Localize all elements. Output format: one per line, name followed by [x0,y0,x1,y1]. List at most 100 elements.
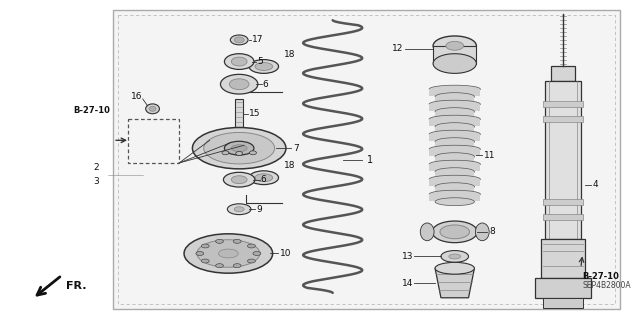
Ellipse shape [149,106,156,111]
Ellipse shape [441,250,468,262]
Text: 10: 10 [280,249,291,258]
Bar [435,127,474,133]
Ellipse shape [248,259,255,263]
Bar [543,298,582,308]
Ellipse shape [435,123,474,130]
Text: 18: 18 [284,161,295,170]
Ellipse shape [223,172,255,187]
Ellipse shape [446,41,463,50]
Ellipse shape [231,57,247,66]
Text: B-27-10: B-27-10 [582,272,620,281]
Ellipse shape [233,264,241,268]
Ellipse shape [220,74,258,94]
Ellipse shape [429,175,481,183]
Ellipse shape [248,244,255,248]
Ellipse shape [435,153,474,160]
Ellipse shape [230,35,248,45]
Text: FR.: FR. [66,281,86,291]
Bar [551,66,575,81]
Ellipse shape [197,240,260,267]
Ellipse shape [435,198,474,206]
Ellipse shape [233,239,241,243]
Ellipse shape [234,37,244,43]
Ellipse shape [202,244,209,248]
Text: 7: 7 [293,144,299,153]
Ellipse shape [449,254,461,259]
Text: 13: 13 [402,252,413,261]
Ellipse shape [429,130,481,138]
Ellipse shape [249,171,278,185]
Text: 3: 3 [93,177,99,186]
Ellipse shape [196,251,204,256]
Ellipse shape [216,264,223,268]
Ellipse shape [435,168,474,176]
Ellipse shape [204,132,275,164]
Bar [429,104,481,110]
Text: 4: 4 [593,180,598,189]
Ellipse shape [476,223,489,241]
Ellipse shape [249,60,278,73]
Text: 16: 16 [131,93,143,101]
Ellipse shape [202,259,209,263]
Bar [429,194,481,201]
Bar [545,81,580,239]
Ellipse shape [231,145,247,152]
Text: 6: 6 [261,175,267,184]
Bar [435,97,474,103]
Ellipse shape [234,207,244,212]
Bar [541,239,585,278]
Bar [118,15,615,304]
Ellipse shape [222,151,229,155]
Ellipse shape [255,174,273,182]
Ellipse shape [184,234,273,273]
Ellipse shape [218,249,238,258]
Ellipse shape [253,251,261,256]
Bar [236,99,243,129]
Ellipse shape [225,141,254,155]
Text: 2: 2 [93,163,99,172]
Bar [429,119,481,125]
Ellipse shape [236,152,243,155]
Ellipse shape [435,262,474,274]
Ellipse shape [255,63,273,70]
Bar [543,116,582,122]
Ellipse shape [231,176,247,184]
Bar [543,199,582,205]
Ellipse shape [216,239,223,243]
Text: SEP4B2800A: SEP4B2800A [582,281,631,291]
Text: 8: 8 [489,227,495,236]
Ellipse shape [429,190,481,198]
Text: 5: 5 [257,57,262,66]
Bar [435,112,474,118]
Ellipse shape [440,225,470,239]
Ellipse shape [429,85,481,93]
Bar [433,46,476,63]
Ellipse shape [432,221,477,243]
Ellipse shape [435,93,474,100]
Text: 11: 11 [484,151,496,160]
Bar [435,187,474,193]
Bar [435,157,474,163]
Bar [429,164,481,171]
Ellipse shape [225,54,254,70]
Text: 17: 17 [252,35,264,44]
Ellipse shape [429,100,481,108]
Text: 12: 12 [392,44,404,53]
Bar [435,172,474,178]
Ellipse shape [193,128,286,169]
Bar [429,134,481,141]
Text: 1: 1 [367,155,373,165]
Ellipse shape [429,145,481,153]
Ellipse shape [420,223,434,241]
Polygon shape [435,268,474,298]
Bar [536,278,591,298]
Bar [113,11,620,308]
Ellipse shape [433,54,476,73]
Ellipse shape [435,108,474,115]
Ellipse shape [429,160,481,168]
Bar [435,142,474,148]
Bar [429,149,481,156]
Text: 15: 15 [249,109,260,118]
Ellipse shape [227,204,251,215]
Ellipse shape [229,79,249,90]
